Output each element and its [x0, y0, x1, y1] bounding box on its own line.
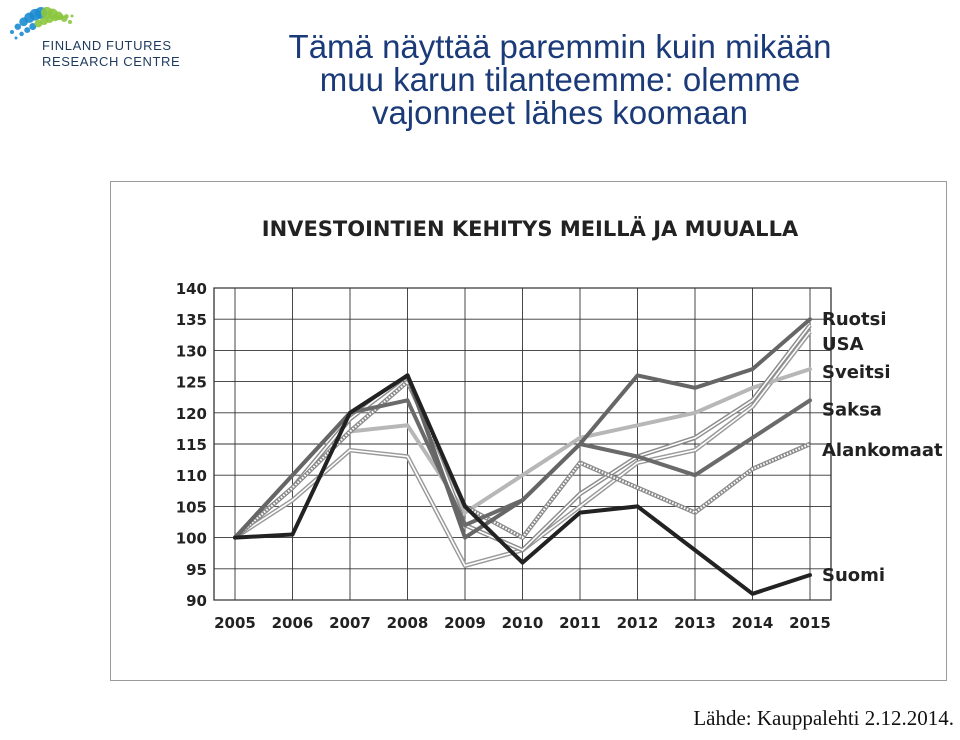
headline-line-2: muu karun tilanteemme: olemme — [319, 61, 801, 98]
series-line-alankomaat-hatch — [234, 379, 811, 540]
logo-dots-icon — [10, 6, 74, 40]
y-tick-label: 125 — [176, 374, 207, 392]
logo-dot — [64, 14, 69, 19]
logo-dot — [10, 30, 14, 34]
slide-headline: Tämä näyttää paremmin kuin mikään muu ka… — [210, 30, 910, 129]
y-tick-label: 100 — [176, 530, 207, 548]
logo-dot — [29, 23, 37, 31]
x-tick-label: 2013 — [674, 614, 716, 632]
y-tick-label: 140 — [176, 280, 207, 298]
x-tick-label: 2008 — [387, 614, 429, 632]
source-citation: Lähde: Kauppalehti 2.12.2014. — [693, 706, 954, 730]
logo-dot — [14, 23, 22, 30]
x-tick-label: 2010 — [502, 614, 544, 632]
series-line-suomi — [233, 373, 812, 596]
investment-line-chart: INVESTOINTIEN KEHITYS MEILLÄ JA MUUALLA … — [176, 216, 943, 632]
x-tick-label: 2014 — [732, 614, 774, 632]
logo-dot — [24, 27, 31, 34]
logo-dot — [68, 20, 72, 24]
y-tick-label: 115 — [176, 436, 207, 454]
x-tick-label: 2012 — [617, 614, 659, 632]
x-tick-label: 2005 — [214, 614, 256, 632]
series-line-ruotsi — [233, 317, 812, 540]
y-tick-label: 110 — [176, 467, 207, 485]
y-tick-label: 95 — [186, 561, 207, 579]
headline-line-1: Tämä näyttää paremmin kuin mikään — [288, 28, 832, 65]
logo-dot — [19, 31, 24, 37]
x-tick-label: 2006 — [272, 614, 314, 632]
x-tick-label: 2015 — [789, 614, 831, 632]
logo-line-1: FINLAND FUTURES — [42, 38, 172, 53]
y-tick-label: 120 — [176, 405, 207, 423]
series-line-usa-core — [234, 324, 811, 551]
y-tick-label: 135 — [176, 311, 207, 329]
y-tick-label: 130 — [176, 342, 207, 360]
x-tick-label: 2011 — [559, 614, 601, 632]
legend-label: Suomi — [822, 565, 885, 586]
legend-label: Saksa — [822, 400, 882, 421]
legend-label: Sveitsi — [822, 362, 891, 383]
y-tick-label: 90 — [186, 592, 207, 610]
chart-frame — [110, 181, 947, 681]
finland-futures-logo: FINLAND FUTURES RESEARCH CENTRE — [6, 2, 206, 74]
legend-label: Alankomaat — [822, 440, 943, 461]
logo-dot — [70, 14, 74, 18]
logo-dot — [14, 36, 18, 40]
logo-line-2: RESEARCH CENTRE — [42, 54, 181, 69]
y-tick-label: 105 — [176, 498, 207, 516]
headline-line-3: vajonneet lähes koomaan — [371, 94, 749, 131]
x-tick-label: 2009 — [444, 614, 486, 632]
legend-label: Ruotsi — [822, 309, 887, 330]
legend-label: USA — [822, 334, 864, 355]
chart-title: INVESTOINTIEN KEHITYS MEILLÄ JA MUUALLA — [262, 216, 799, 241]
x-tick-label: 2007 — [329, 614, 371, 632]
